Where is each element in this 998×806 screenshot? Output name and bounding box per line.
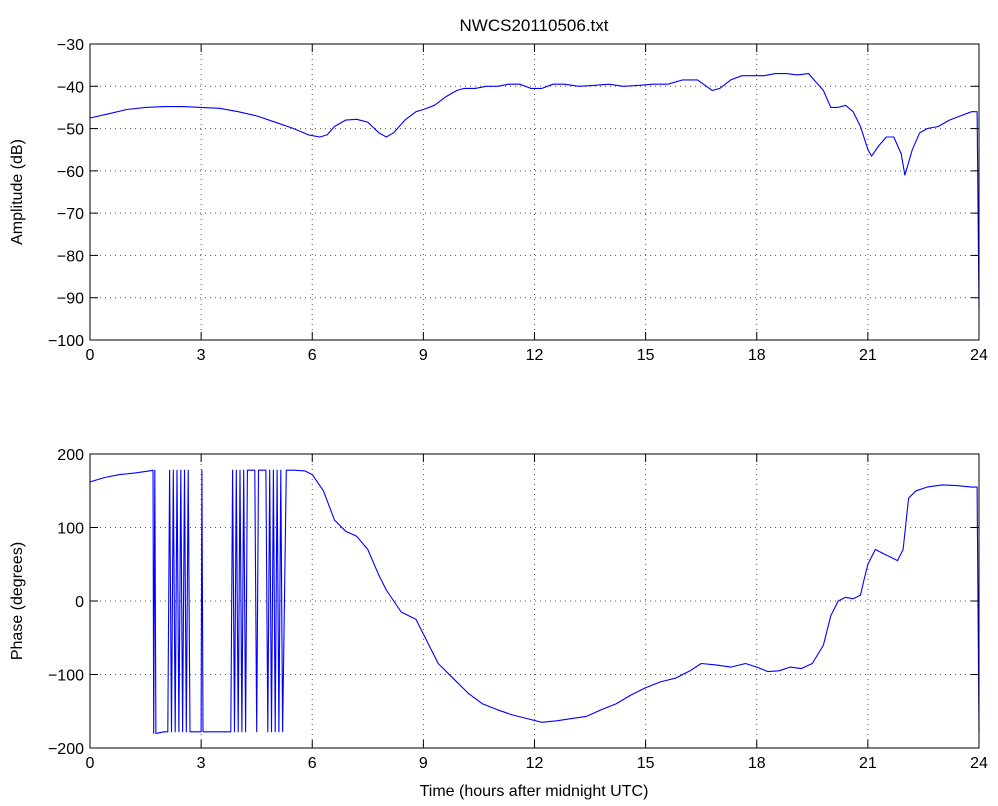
amplitude-x-tick-label: 9 xyxy=(419,347,428,364)
amplitude-y-tick-label: −70 xyxy=(57,206,84,223)
amplitude-x-tick-label: 12 xyxy=(526,347,544,364)
amplitude-x-tick-label: 18 xyxy=(748,347,766,364)
phase-x-axis-label: Time (hours after midnight UTC) xyxy=(420,783,649,800)
amplitude-series xyxy=(89,73,980,309)
amplitude-y-tick-label: −90 xyxy=(57,291,84,308)
phase-x-ticks: 0 3 6 9 12 15 18 21 24 xyxy=(86,454,988,772)
phase-y-tick-label: −100 xyxy=(48,668,84,685)
amplitude-grid xyxy=(90,44,979,340)
amplitude-chart: 0 3 6 9 12 15 18 21 24 −100 −90 −80 −70 −60 −50 −40 −30… xyxy=(9,37,988,364)
phase-x-tick-label: 12 xyxy=(526,755,544,772)
amplitude-y-tick-label: −80 xyxy=(57,248,84,265)
amplitude-series-line xyxy=(89,73,980,309)
phase-y-axis-label: Phase (degrees) xyxy=(9,542,26,660)
phase-x-tick-label: 3 xyxy=(197,755,206,772)
phase-x-tick-label: 15 xyxy=(637,755,655,772)
amplitude-x-tick-label: 21 xyxy=(859,347,877,364)
amplitude-x-ticks: 0 3 6 9 12 15 18 21 24 xyxy=(86,44,988,364)
phase-x-tick-label: 9 xyxy=(419,755,428,772)
phase-y-tick-label: 200 xyxy=(57,447,84,464)
amplitude-x-tick-label: 15 xyxy=(637,347,655,364)
phase-y-tick-label: 100 xyxy=(57,521,84,538)
phase-series-line xyxy=(89,469,980,734)
phase-chart: 0 3 6 9 12 15 18 21 24 −200 −100 0 100 200 Phase (de… xyxy=(9,447,988,800)
phase-x-tick-label: 6 xyxy=(308,755,317,772)
phase-series xyxy=(89,469,980,734)
phase-x-tick-label: 0 xyxy=(86,755,95,772)
amplitude-y-tick-label: −100 xyxy=(48,333,84,350)
amplitude-x-tick-label: 24 xyxy=(970,347,988,364)
phase-y-tick-label: −200 xyxy=(48,741,84,758)
phase-y-ticks: −200 −100 0 100 200 xyxy=(48,447,979,758)
amplitude-y-tick-label: −50 xyxy=(57,122,84,139)
phase-x-tick-label: 21 xyxy=(859,755,877,772)
phase-x-tick-label: 18 xyxy=(748,755,766,772)
figure-title: NWCS20110506.txt xyxy=(460,16,609,35)
amplitude-x-tick-label: 6 xyxy=(308,347,317,364)
amplitude-x-tick-label: 3 xyxy=(197,347,206,364)
amplitude-y-axis-label: Amplitude (dB) xyxy=(9,139,26,245)
phase-y-tick-label: 0 xyxy=(75,594,84,611)
amplitude-x-tick-label: 0 xyxy=(86,347,95,364)
amplitude-y-tick-label: −40 xyxy=(57,79,84,96)
amplitude-y-tick-label: −60 xyxy=(57,164,84,181)
phase-x-tick-label: 24 xyxy=(970,755,988,772)
amplitude-y-ticks: −100 −90 −80 −70 −60 −50 −40 −30 xyxy=(48,37,979,350)
amplitude-y-tick-label: −30 xyxy=(57,37,84,54)
